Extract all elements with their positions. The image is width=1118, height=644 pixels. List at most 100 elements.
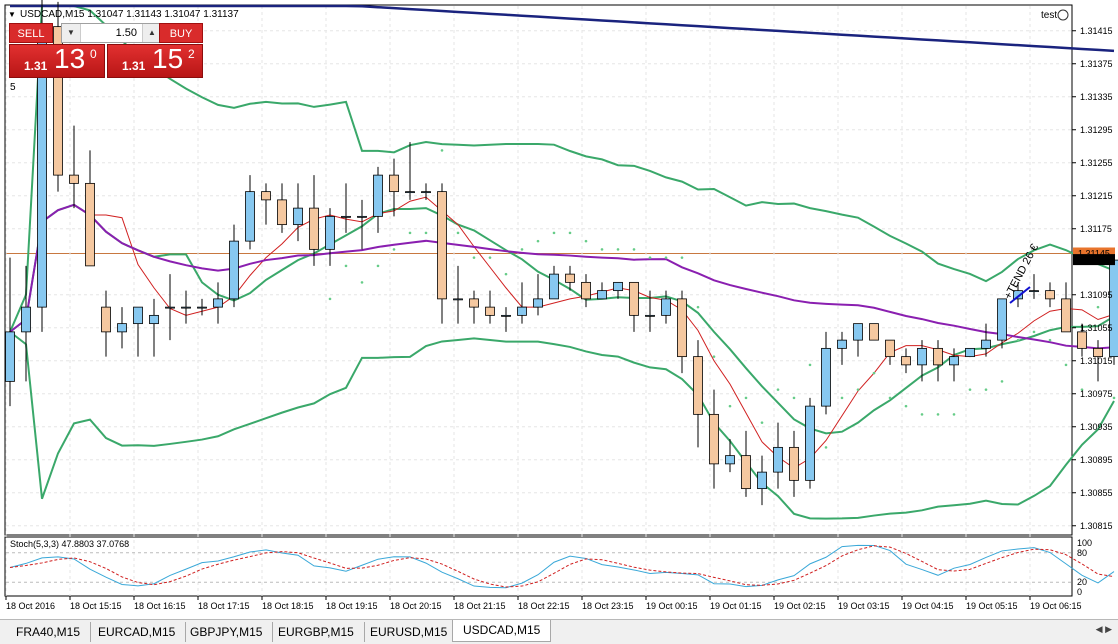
candle-bull bbox=[166, 307, 175, 308]
sell-price-box[interactable]: 1.31 13 0 bbox=[9, 44, 105, 78]
time-tick-label: 18 Oct 17:15 bbox=[198, 601, 250, 611]
price-tick-label: 1.31095 bbox=[1080, 290, 1113, 300]
stoch-level-label: 0 bbox=[1077, 587, 1082, 597]
candle-bull bbox=[518, 307, 527, 315]
sar-dot bbox=[697, 306, 700, 309]
candle-bull bbox=[854, 324, 863, 341]
sar-dot bbox=[489, 256, 492, 259]
candle-bull bbox=[774, 447, 783, 472]
sar-dot bbox=[1065, 364, 1068, 367]
candle-bull bbox=[614, 282, 623, 290]
candle-bull bbox=[646, 315, 655, 316]
time-tick-label: 18 Oct 16:15 bbox=[134, 601, 186, 611]
time-tick-label: 18 Oct 2016 bbox=[6, 601, 55, 611]
tab-gbpjpy[interactable]: GBPJPY,M15 bbox=[180, 622, 273, 642]
tab-eurcad[interactable]: EURCAD,M15 bbox=[88, 622, 186, 642]
stoch-label: Stoch(5,3,3) 47.8803 37.0768 bbox=[10, 539, 129, 549]
sar-dot bbox=[1049, 339, 1052, 342]
stoch-level-label: 20 bbox=[1077, 577, 1087, 587]
candle-bear bbox=[886, 340, 895, 357]
candle-bull bbox=[326, 216, 335, 249]
candle-bull bbox=[214, 299, 223, 307]
candle-bull bbox=[422, 192, 431, 193]
candle-bull bbox=[550, 274, 559, 299]
sar-dot bbox=[425, 232, 428, 235]
candle-bear bbox=[694, 357, 703, 415]
chart-menu-icon[interactable]: ▼ bbox=[8, 10, 16, 19]
sar-dot bbox=[969, 388, 972, 391]
price-tick-label: 1.30935 bbox=[1080, 422, 1113, 432]
lot-size-field[interactable]: ▼ 1.50 ▲ bbox=[61, 23, 162, 43]
sar-dot bbox=[953, 413, 956, 416]
tab-usdcad[interactable]: USDCAD,M15 bbox=[452, 620, 551, 642]
price-tick-label: 1.31055 bbox=[1080, 323, 1113, 333]
candle-bear bbox=[86, 183, 95, 266]
sar-dot bbox=[457, 232, 460, 235]
candle-bear bbox=[486, 307, 495, 315]
sar-dot bbox=[1097, 306, 1100, 309]
tab-scroll-arrows-icon[interactable]: ◀ ▶ bbox=[1096, 624, 1112, 635]
sar-dot bbox=[553, 232, 556, 235]
candle-bear bbox=[566, 274, 575, 282]
sell-price-sup: 0 bbox=[90, 47, 97, 61]
sar-dot bbox=[713, 355, 716, 358]
candle-bull bbox=[342, 216, 351, 217]
one-click-trade-panel: SELL ▼ 1.50 ▲ BUY 1.31 13 0 1.31 15 2 bbox=[9, 23, 203, 78]
candle-bull bbox=[118, 324, 127, 332]
buy-button[interactable]: BUY bbox=[159, 23, 203, 43]
time-tick-label: 19 Oct 05:15 bbox=[966, 601, 1018, 611]
sar-dot bbox=[825, 446, 828, 449]
price-tick-label: 1.30815 bbox=[1080, 521, 1113, 531]
time-tick-label: 18 Oct 23:15 bbox=[582, 601, 634, 611]
candle-bear bbox=[630, 282, 639, 315]
sar-dot bbox=[1113, 397, 1116, 400]
sar-dot bbox=[633, 248, 636, 251]
candle-bear bbox=[742, 456, 751, 489]
sar-dot bbox=[665, 256, 668, 259]
candle-bull bbox=[1030, 291, 1039, 292]
tab-eurusd[interactable]: EURUSD,M15 bbox=[360, 622, 458, 642]
price-tick-label: 1.31375 bbox=[1080, 59, 1113, 69]
candle-bull bbox=[806, 406, 815, 480]
candle-bear bbox=[1046, 291, 1055, 299]
buy-price-box[interactable]: 1.31 15 2 bbox=[107, 44, 203, 78]
sar-dot bbox=[777, 388, 780, 391]
sar-dot bbox=[521, 248, 524, 251]
price-tick-label: 1.31175 bbox=[1080, 224, 1112, 234]
candle-bull bbox=[454, 299, 463, 300]
sell-price-prefix: 1.31 bbox=[24, 59, 47, 73]
candle-bear bbox=[70, 175, 79, 183]
sar-dot bbox=[649, 256, 652, 259]
sar-dot bbox=[537, 240, 540, 243]
candle-bull bbox=[6, 332, 15, 382]
candle-bull bbox=[374, 175, 383, 216]
candle-bull bbox=[598, 291, 607, 299]
sar-dot bbox=[921, 413, 924, 416]
sar-dot bbox=[409, 232, 412, 235]
candle-bear bbox=[1062, 299, 1071, 332]
candle-bull bbox=[406, 192, 415, 193]
price-tick-label: 1.30975 bbox=[1080, 389, 1113, 399]
sar-dot bbox=[1001, 380, 1004, 383]
tab-eurgbp[interactable]: EURGBP,M15 bbox=[268, 622, 365, 642]
lot-decrease-icon[interactable]: ▼ bbox=[62, 24, 81, 42]
sar-dot bbox=[617, 248, 620, 251]
time-tick-label: 18 Oct 22:15 bbox=[518, 601, 570, 611]
price-tick-label: 1.31335 bbox=[1080, 92, 1113, 102]
time-tick-label: 19 Oct 02:15 bbox=[774, 601, 826, 611]
sar-dot bbox=[585, 240, 588, 243]
stoch-level-label: 100 bbox=[1077, 538, 1092, 548]
candle-bear bbox=[870, 324, 879, 341]
account-label: test bbox=[1041, 10, 1057, 21]
sell-button[interactable]: SELL bbox=[9, 23, 53, 43]
lot-size-value: 1.50 bbox=[82, 24, 141, 42]
tab-fra40[interactable]: FRA40,M15 bbox=[6, 622, 91, 642]
candle-bear bbox=[102, 307, 111, 332]
candle-bull bbox=[294, 208, 303, 225]
candle-bull bbox=[358, 216, 367, 217]
candle-bull bbox=[758, 472, 767, 489]
candle-bear bbox=[790, 447, 799, 480]
